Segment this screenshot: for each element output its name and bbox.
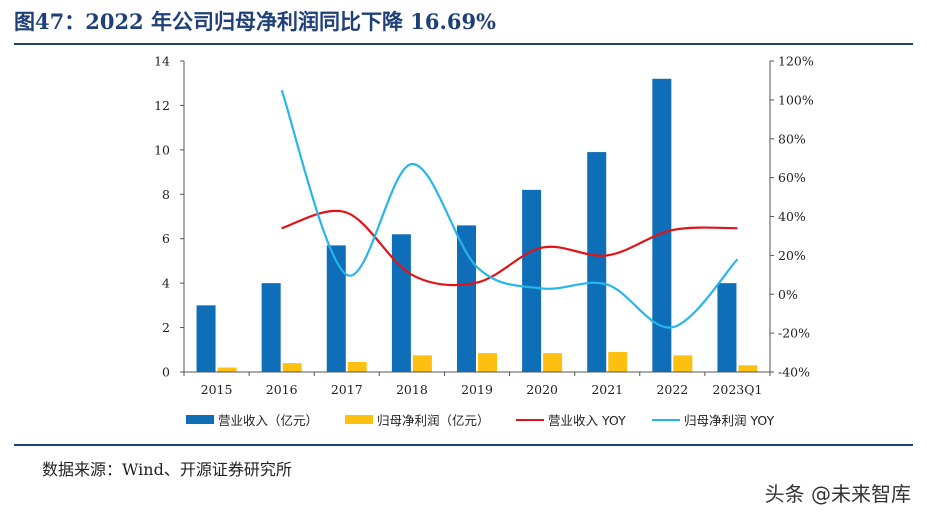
right-axis-tick-label: 20% [778,248,806,263]
left-axis-tick-label: 6 [162,231,170,246]
right-axis-tick-label: 120% [778,54,814,69]
profit-bar [608,352,628,372]
source-rule [14,444,913,446]
left-axis-tick-label: 10 [154,142,170,157]
revenue-bar [522,189,542,372]
x-axis-tick-label: 2015 [201,382,233,397]
x-axis-tick-label: 2021 [591,382,623,397]
x-axis-tick-label: 2016 [266,382,298,397]
revenue-bar [196,305,216,372]
right-axis-tick-label: 40% [778,209,806,224]
x-axis-tick-label: 2023Q1 [712,382,762,397]
legend-revenue-yoy-label: 营业收入 YOY [548,413,626,428]
left-axis-tick-label: 14 [154,54,170,69]
revenue-bar [391,234,411,372]
right-axis-tick-label: 60% [778,170,806,185]
right-axis-tick-label: -40% [778,365,810,380]
revenue-yoy-line [281,209,738,287]
revenue-bar [326,245,346,372]
profit-bar [217,367,237,372]
revenue-bar [587,152,607,372]
title-rule [14,43,913,45]
x-axis-tick-label: 2020 [526,382,558,397]
profit-bar [673,355,693,372]
left-axis-tick-label: 2 [162,320,170,335]
right-axis-tick-label: 0% [778,287,798,302]
right-axis-tick-label: 100% [778,92,814,107]
legend-revenue-swatch [186,415,214,424]
legend-profit-yoy-label: 归母净利润 YOY [684,413,775,428]
profit-bar [738,365,758,372]
profit-bar [282,363,302,372]
profit-yoy-line [280,89,739,329]
legend-profit-swatch [345,415,373,424]
left-axis-tick-label: 8 [162,187,170,202]
legend-revenue-label: 营业收入（亿元） [218,413,318,428]
combo-chart: 0 2 4 6 8 10 12 14 -40% -20% 0% 20% 40% 60% 80% 100% 120… [154,54,814,429]
left-axis-tick-label: 4 [162,276,170,291]
left-axis-tick-label: 12 [154,98,170,113]
left-axis-tick-label: 0 [162,365,170,380]
right-axis-tick-label: -20% [778,326,810,341]
x-axis-tick-label: 2019 [461,382,493,397]
chart-title: 图47：2022 年公司归母净利润同比下降 16.69% [14,9,497,34]
legend-profit-label: 归母净利润（亿元） [377,413,490,428]
profit-bar [347,362,367,372]
x-axis-tick-label: 2018 [396,382,428,397]
revenue-bar [717,283,737,372]
right-axis-tick-label: 80% [778,131,806,146]
watermark: 头条 @未来智库 [764,482,911,506]
revenue-bar [457,225,476,372]
profit-bar [412,355,432,372]
revenue-bar [652,78,672,373]
x-axis-tick-label: 2022 [656,382,688,397]
x-axis-tick-label: 2017 [331,382,363,397]
revenue-bar [261,283,281,372]
profit-bar [543,353,563,372]
source-note: 数据来源：Wind、开源证券研究所 [42,460,292,479]
profit-bar [478,353,497,372]
